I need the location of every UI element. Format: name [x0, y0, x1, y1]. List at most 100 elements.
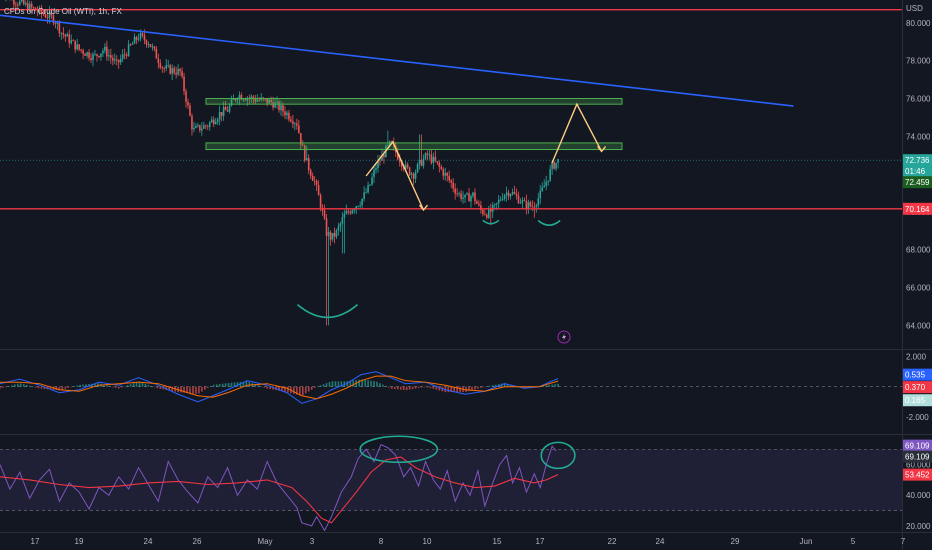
resistance-tag: 70.164: [905, 205, 930, 214]
candle-body: [133, 36, 136, 44]
candle-body: [173, 68, 175, 73]
projection-path-2[interactable]: [551, 102, 603, 164]
candle-body: [205, 125, 207, 127]
time-tick-label: 17: [536, 537, 545, 546]
candle-body: [224, 107, 227, 111]
candle-body: [108, 55, 110, 57]
candle-body: [183, 76, 185, 92]
candle-body: [499, 199, 502, 201]
candle-body: [493, 204, 496, 206]
price-tick-label: 68.000: [906, 246, 931, 255]
trendline[interactable]: [0, 14, 794, 107]
zone-lower[interactable]: [205, 142, 623, 151]
candle-body: [115, 59, 118, 61]
candle-body: [76, 44, 78, 50]
macd-hist-bar: [307, 386, 310, 392]
macd-hist-bar: [254, 384, 257, 387]
candle-body: [432, 156, 435, 163]
macd-hist-bar: [61, 386, 64, 390]
zone-upper[interactable]: [205, 98, 623, 105]
candle-body: [290, 119, 292, 122]
candle-body: [509, 194, 512, 197]
candle-body: [90, 58, 92, 61]
candle-body: [414, 172, 417, 179]
macd-hist-bar: [19, 383, 22, 387]
last-price-tag-bg: [903, 154, 932, 167]
rsi-tag-2: 69.109: [905, 453, 930, 462]
candle-body: [410, 173, 413, 175]
candle-body: [371, 177, 373, 185]
macd-hist-bar: [287, 386, 289, 393]
bottom-marker[interactable]: [482, 219, 500, 225]
macd-hist-bar: [459, 386, 461, 393]
candle-body: [149, 44, 152, 47]
macd-hist-bar: [408, 386, 411, 390]
candle-body: [309, 170, 312, 176]
macd-hist-bar: [37, 386, 40, 389]
rsi-highlight-circle[interactable]: [359, 435, 439, 464]
macd-hist-bar: [76, 385, 78, 387]
macd-hist-bar: [257, 385, 260, 387]
projection-path-1[interactable]: [365, 140, 425, 211]
macd-hist-bar: [402, 386, 405, 391]
candle-body: [276, 101, 278, 103]
macd-hist-bar: [25, 384, 28, 387]
candle-body: [129, 44, 132, 46]
macd-hist-bar: [73, 386, 76, 387]
price-tick-label: 74.000: [906, 132, 931, 141]
macd-hist-bar: [352, 380, 355, 387]
candle-body: [22, 0, 25, 5]
candle-body: [505, 192, 508, 196]
candle-body: [305, 158, 308, 161]
candle-body: [341, 217, 344, 224]
time-tick-label: 8: [379, 537, 384, 546]
rsi-tick-label: 20.000: [906, 522, 931, 531]
macd-hist-bar: [370, 380, 372, 387]
macd-hist-bar: [551, 384, 553, 387]
candle-body: [214, 122, 217, 125]
time-tick-label: 7: [901, 537, 906, 546]
macd-hist-bar: [414, 386, 417, 389]
candle-body: [15, 4, 17, 6]
rsi-highlight-circle[interactable]: [540, 441, 576, 470]
candle-body: [525, 200, 528, 209]
macd-hist-bar: [438, 386, 441, 391]
macd-hist-bar: [465, 386, 467, 392]
macd-hist-bar: [150, 385, 153, 387]
macd-hist-bar: [382, 384, 384, 387]
candle-body: [339, 223, 342, 227]
macd-hist-bar: [0, 386, 1, 389]
bottom-marker[interactable]: [537, 219, 561, 226]
macd-hist-bar: [215, 384, 218, 387]
hist-tag: 0.165: [905, 396, 926, 405]
candle-body: [438, 162, 441, 167]
time-tick-label: 10: [423, 537, 432, 546]
macd-hist-bar: [304, 386, 307, 394]
macd-hist-bar: [278, 386, 280, 391]
lightning-glyph: [562, 333, 566, 341]
candle-body: [131, 43, 134, 45]
price-tick-label: 66.000: [906, 284, 931, 293]
candle-body: [478, 203, 480, 206]
candle-body: [250, 96, 253, 99]
macd-hist-bar: [5, 386, 7, 388]
candle-body: [373, 169, 375, 178]
candle-body: [167, 65, 170, 66]
candle-body: [507, 192, 510, 197]
bottom-marker[interactable]: [296, 303, 359, 318]
macd-hist-bar: [198, 386, 200, 394]
candle-body: [66, 34, 69, 37]
candle-body: [280, 105, 282, 111]
candle-body: [337, 226, 340, 231]
rsi-band: [0, 449, 902, 511]
candle-body: [355, 206, 358, 210]
candle-body: [448, 175, 451, 181]
candle-body: [78, 44, 80, 50]
macd-hist-bar: [310, 386, 313, 390]
macd-hist-bar: [132, 383, 135, 387]
macd-hist-bar: [242, 381, 245, 387]
panes: [0, 0, 559, 532]
rsi-tag-2-bg: [903, 450, 932, 463]
candle-body: [246, 98, 249, 101]
